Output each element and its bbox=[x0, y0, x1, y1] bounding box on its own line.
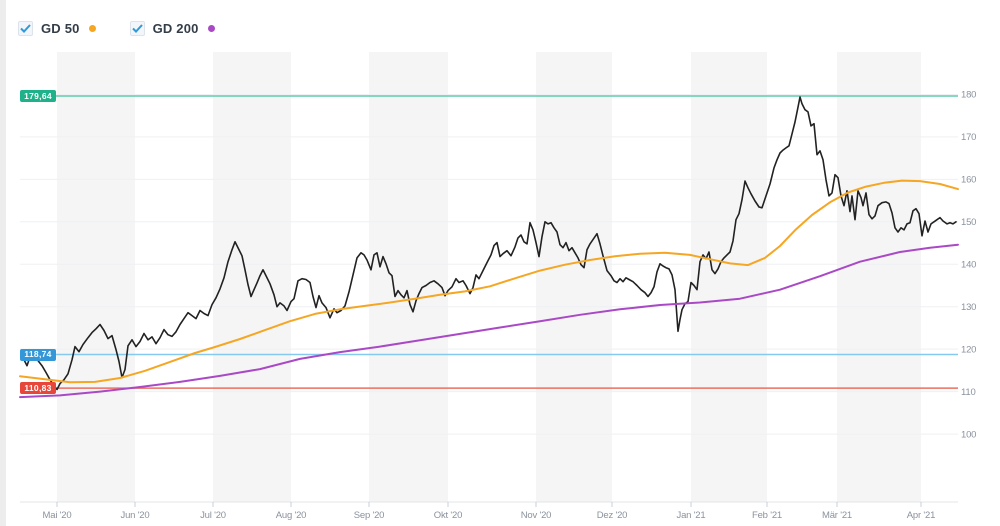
month-stripe bbox=[837, 52, 921, 502]
checkmark-icon bbox=[131, 24, 143, 33]
gd50-line bbox=[19, 179, 959, 384]
price-level-badge: 179,64 bbox=[20, 89, 56, 102]
y-axis-label: 160 bbox=[961, 175, 976, 186]
x-axis-label: Apr '21 bbox=[907, 510, 935, 521]
y-axis-label: 120 bbox=[961, 344, 976, 355]
price-line bbox=[20, 96, 957, 391]
gd50-checkbox[interactable] bbox=[18, 21, 33, 36]
month-stripe bbox=[536, 52, 612, 502]
legend-label-gd200: GD 200 bbox=[152, 21, 199, 36]
x-axis-label: Nov '20 bbox=[521, 510, 552, 521]
y-axis-label: 140 bbox=[961, 259, 976, 270]
gd200-color-dot-icon bbox=[207, 25, 215, 32]
gd50-color-dot-icon bbox=[88, 25, 96, 32]
x-axis-label: Jul '20 bbox=[200, 510, 226, 521]
y-axis-label: 150 bbox=[961, 217, 976, 228]
x-axis-label: Sep '20 bbox=[354, 510, 385, 521]
x-axis-label: Mär '21 bbox=[822, 510, 852, 521]
month-stripe bbox=[691, 52, 767, 502]
checkmark-icon bbox=[20, 24, 31, 33]
month-stripe bbox=[369, 52, 448, 502]
price-level-badge: 118,74 bbox=[20, 348, 56, 361]
y-axis-label: 180 bbox=[961, 90, 976, 101]
x-axis-label: Feb '21 bbox=[752, 510, 782, 521]
legend-label-gd50: GD 50 bbox=[41, 21, 80, 36]
x-axis-label: Aug '20 bbox=[276, 510, 307, 521]
month-stripe bbox=[213, 52, 291, 502]
gd200-line bbox=[19, 243, 959, 399]
x-axis-label: Dez '20 bbox=[597, 510, 628, 521]
gd200-checkbox[interactable] bbox=[129, 21, 145, 36]
y-axis-label: 100 bbox=[961, 429, 976, 440]
month-stripe bbox=[57, 52, 135, 502]
x-axis-label: Okt '20 bbox=[434, 510, 462, 521]
x-axis-label: Jan '21 bbox=[677, 510, 706, 521]
y-axis-label: 170 bbox=[961, 132, 976, 143]
legend-item-gd50[interactable]: GD 50 bbox=[18, 21, 96, 36]
y-axis-label: 130 bbox=[961, 302, 976, 313]
price-level-badge: 110,83 bbox=[20, 382, 56, 395]
chart-legend: GD 50 GD 200 bbox=[18, 21, 215, 36]
y-axis-label: 110 bbox=[961, 387, 976, 398]
card-left-edge bbox=[0, 0, 6, 526]
x-axis-label: Mai '20 bbox=[43, 510, 72, 521]
legend-item-gd200[interactable]: GD 200 bbox=[129, 21, 215, 36]
x-axis-label: Jun '20 bbox=[121, 510, 150, 521]
